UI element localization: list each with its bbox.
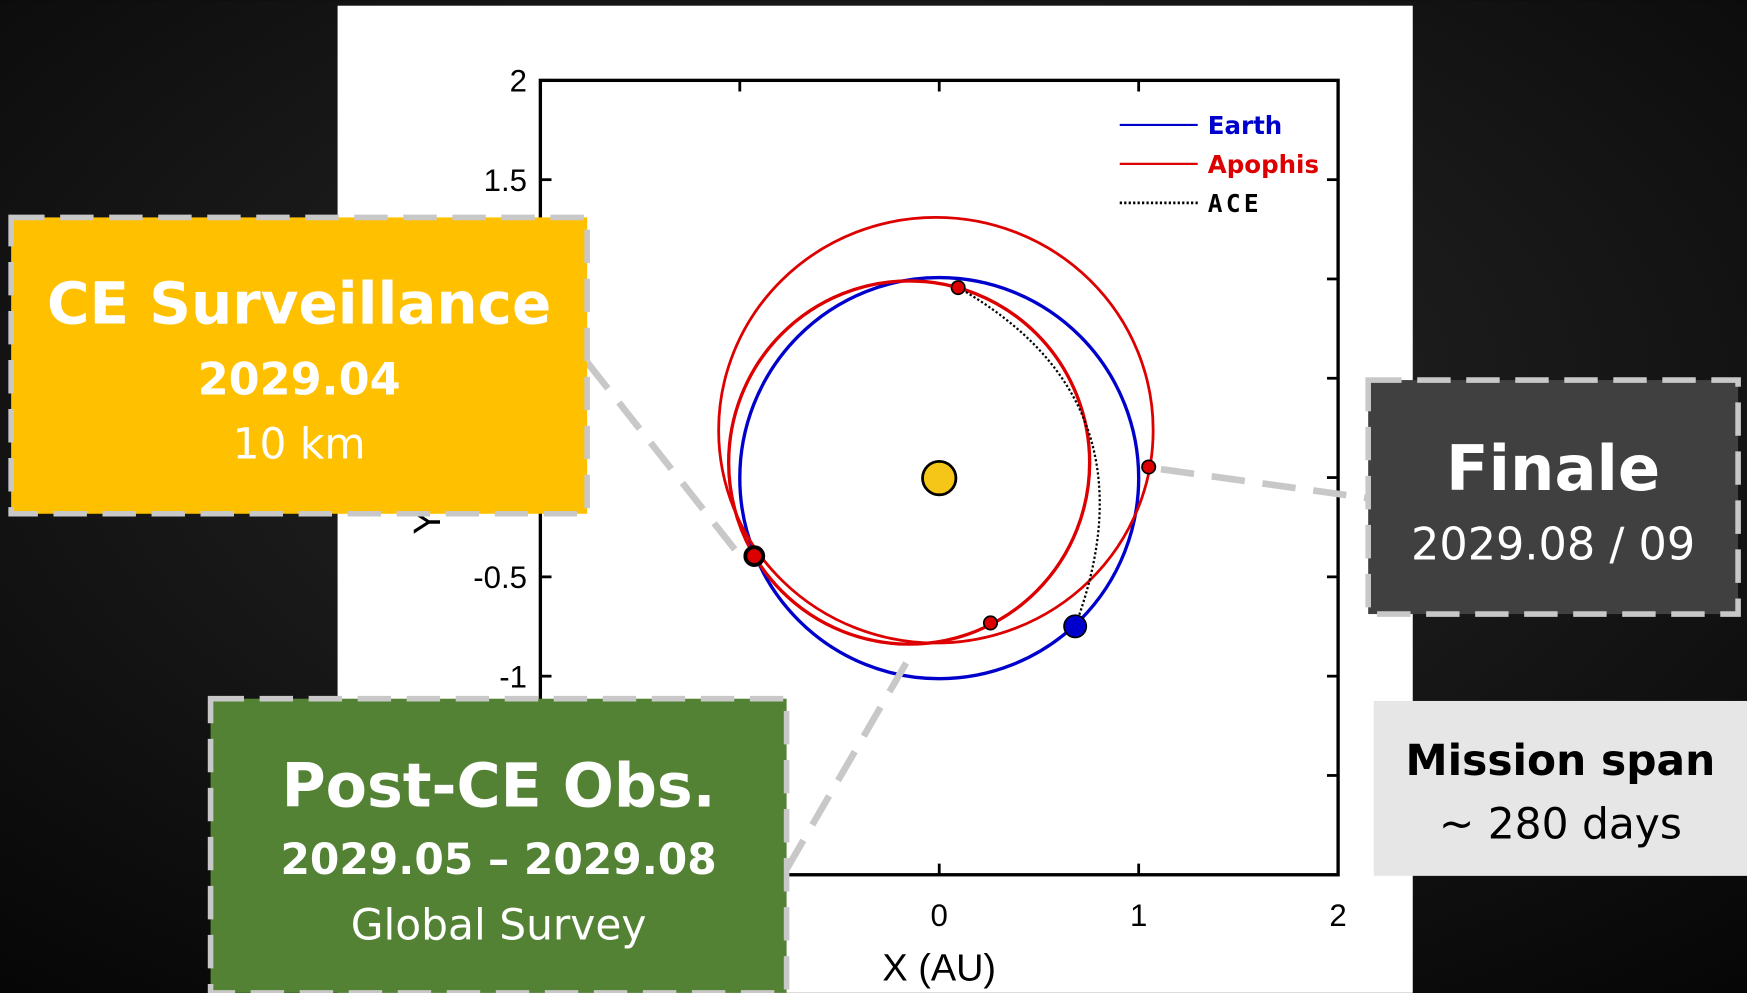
callout-title: Finale <box>1446 432 1660 505</box>
legend-label: ACE <box>1208 189 1262 218</box>
callout: CE Surveillance 2029.04 10 km <box>11 217 587 513</box>
callout-line: 2029.04 <box>198 354 401 406</box>
callout-title: Mission span <box>1406 736 1716 785</box>
callout-line: Global Survey <box>351 901 647 950</box>
callout: Mission span ~ 280 days <box>1374 701 1747 876</box>
y-tick-label: -1 <box>499 659 527 694</box>
callout-line: 2029.05 – 2029.08 <box>280 835 716 884</box>
y-tick-label: 2 <box>510 64 527 99</box>
apophis-position <box>1142 460 1155 473</box>
y-tick-label: -0.5 <box>473 560 527 595</box>
callout-box <box>1374 701 1747 876</box>
callout: Finale 2029.08 / 09 <box>1368 380 1738 614</box>
callout-line: 10 km <box>233 419 366 468</box>
apophis-position <box>951 281 964 294</box>
sun <box>923 461 956 494</box>
legend-label: Apophis <box>1208 150 1319 179</box>
earth-position <box>1064 615 1086 637</box>
callout-title: Post-CE Obs. <box>282 752 716 822</box>
x-axis-label: X (AU) <box>882 948 996 990</box>
slide: -2-1012-2-1.5-1-0.500.511.52X (AU)Y (AU)… <box>0 0 1747 993</box>
x-tick-label: 0 <box>931 898 948 933</box>
y-tick-label: 1.5 <box>484 163 527 198</box>
legend-label: Earth <box>1208 111 1283 140</box>
callout-line: ~ 280 days <box>1439 799 1682 848</box>
callout-title: CE Surveillance <box>47 269 551 337</box>
x-tick-label: 2 <box>1329 898 1346 933</box>
callout-line: 2029.08 / 09 <box>1411 518 1695 570</box>
apophis-position <box>984 616 997 629</box>
apophis-position <box>745 547 763 565</box>
x-tick-label: 1 <box>1130 898 1147 933</box>
callout: Post-CE Obs. 2029.05 – 2029.08 Global Surv… <box>211 699 787 993</box>
